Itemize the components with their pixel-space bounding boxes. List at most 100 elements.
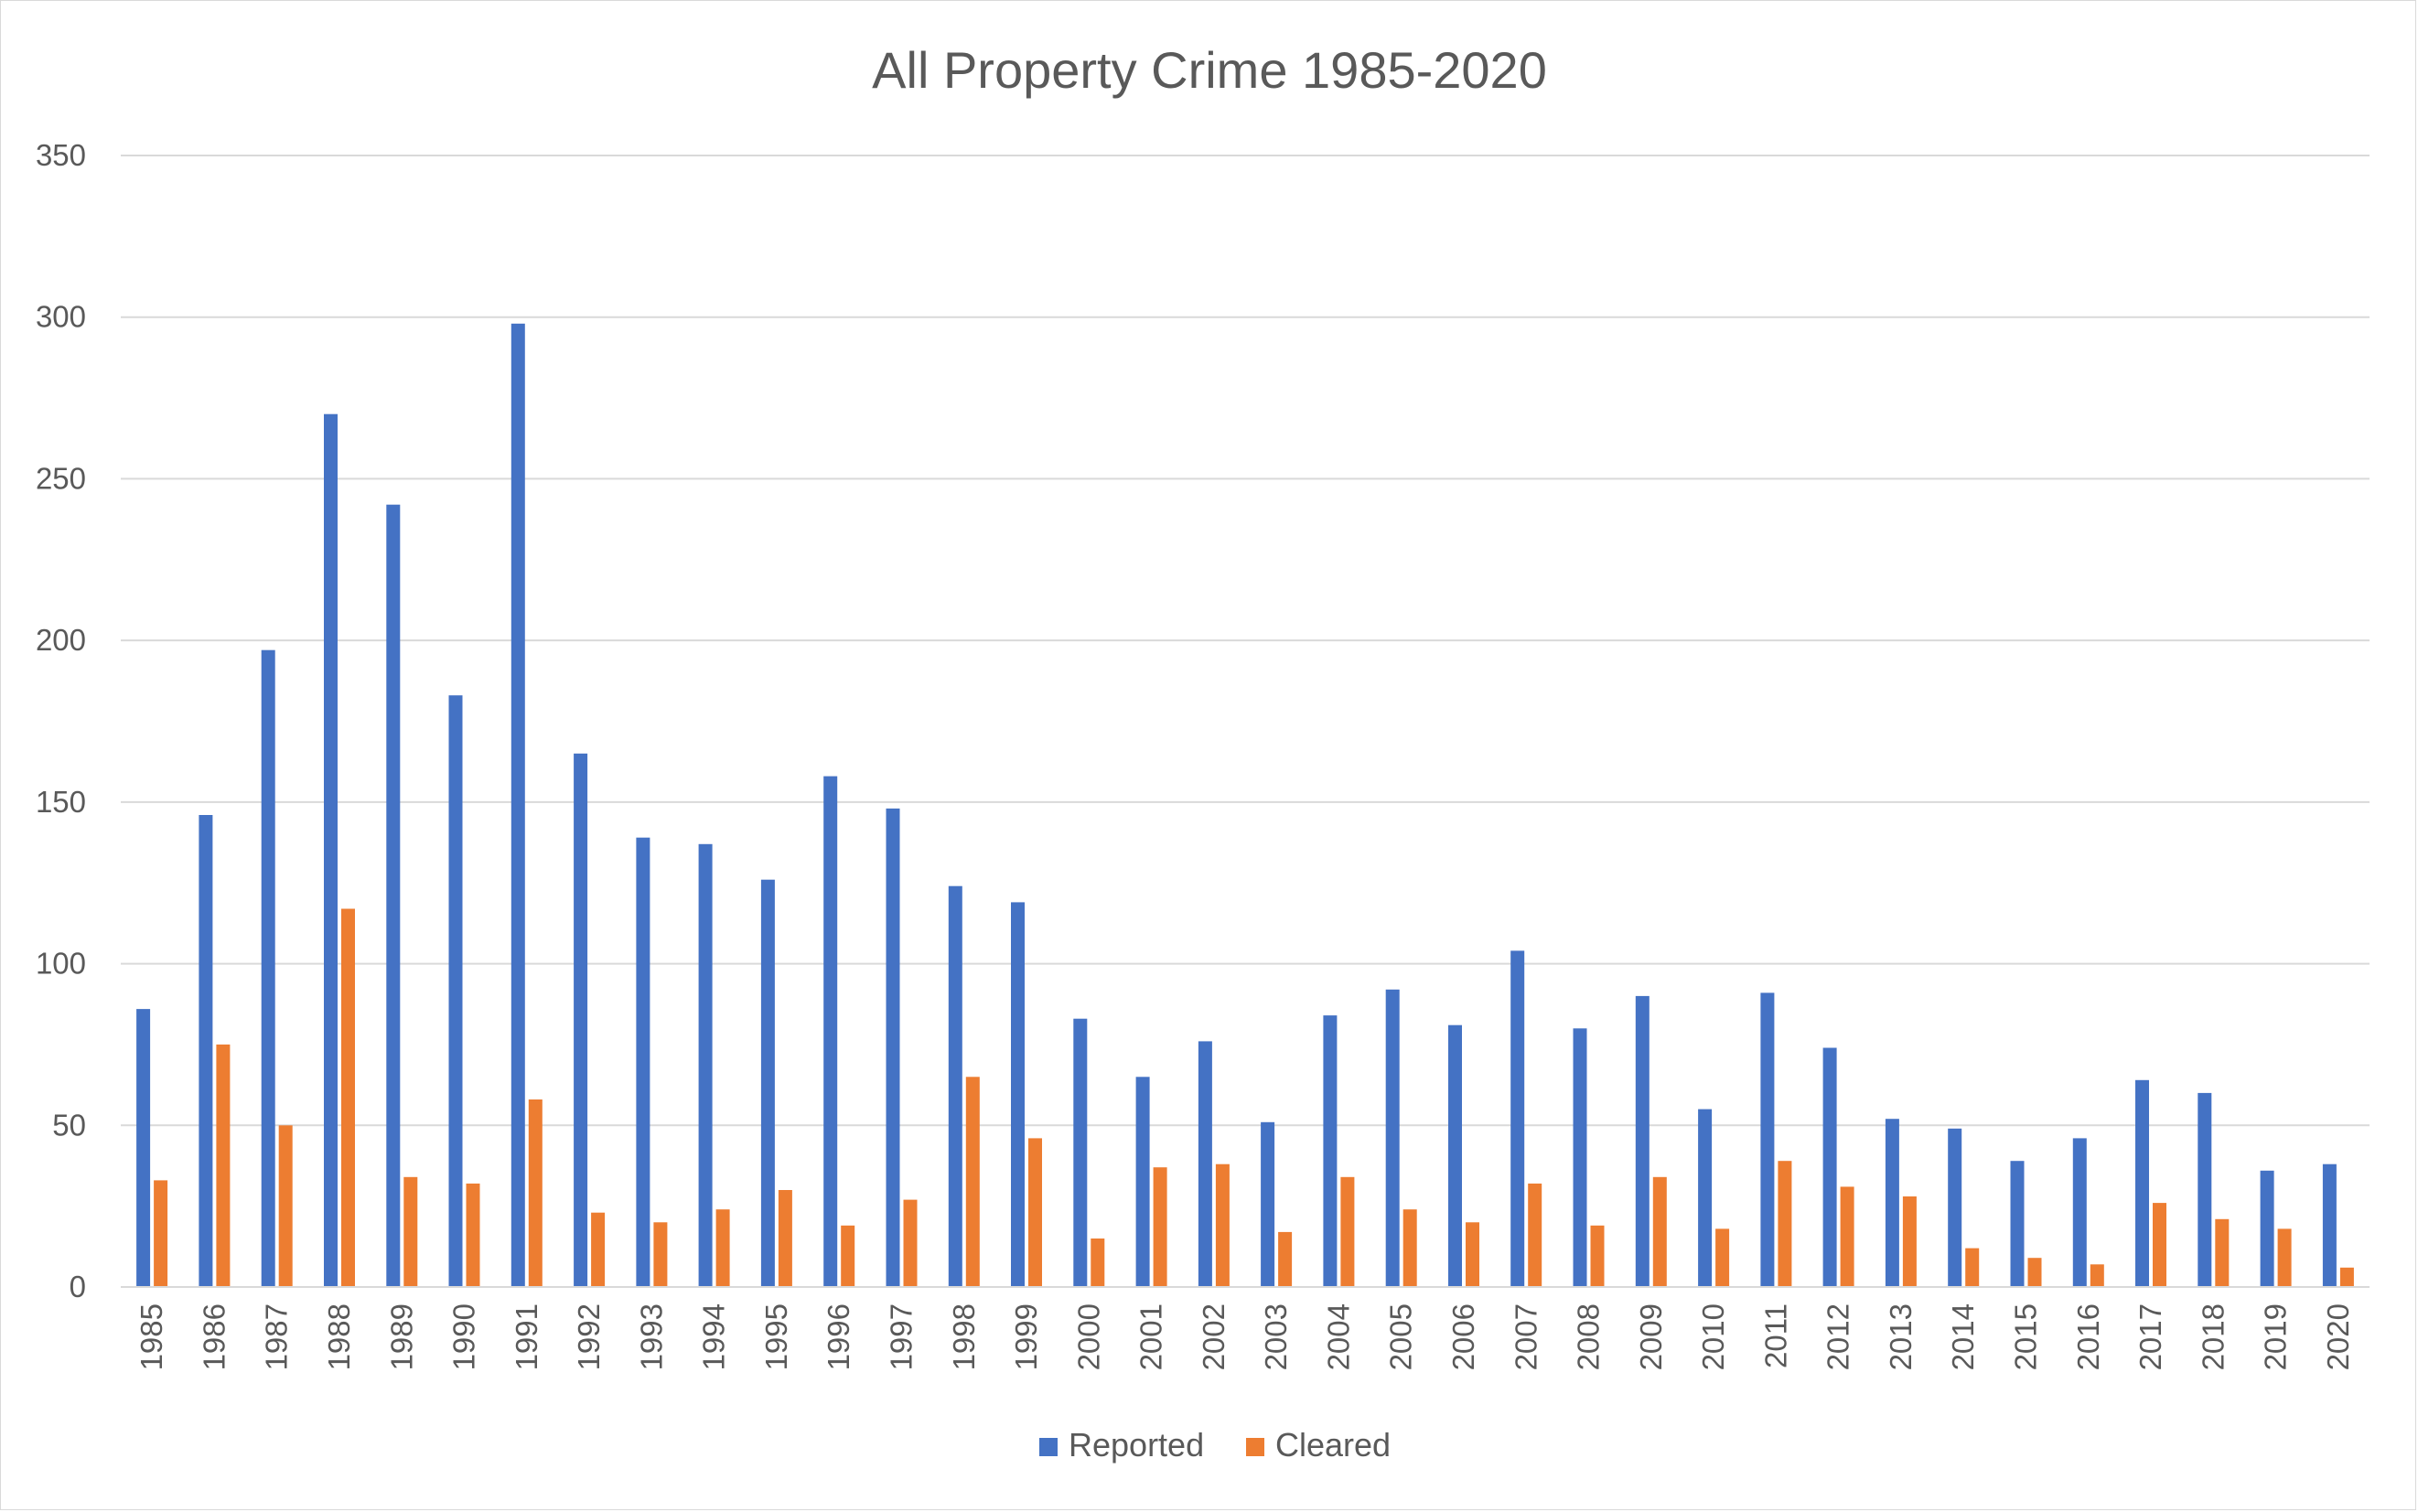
- x-tick-label-2002: 2002: [1197, 1303, 1230, 1370]
- x-tick-label-1986: 1986: [197, 1303, 231, 1370]
- bar-reported-2013: [1885, 1119, 1899, 1287]
- legend: Reported Cleared: [1039, 1426, 1391, 1464]
- x-tick-label-2010: 2010: [1696, 1303, 1730, 1370]
- x-tick-label-2009: 2009: [1634, 1303, 1668, 1370]
- x-tick-label-2003: 2003: [1259, 1303, 1293, 1370]
- bar-reported-2010: [1698, 1109, 1713, 1287]
- x-tick-label-1991: 1991: [510, 1303, 543, 1370]
- x-tick-label-1990: 1990: [447, 1303, 481, 1370]
- x-tick-label-1987: 1987: [260, 1303, 294, 1370]
- x-tick-label-2012: 2012: [1822, 1303, 1855, 1370]
- bar-cleared-2010: [1715, 1228, 1730, 1287]
- x-tick-label-1994: 1994: [697, 1303, 731, 1370]
- bar-cleared-2012: [1840, 1186, 1854, 1287]
- x-tick-label-1999: 1999: [1009, 1303, 1043, 1370]
- bar-cleared-2015: [2027, 1258, 2042, 1287]
- bar-reported-2005: [1385, 989, 1400, 1287]
- bar-reported-1994: [698, 843, 713, 1287]
- bar-reported-2014: [1948, 1128, 1962, 1287]
- x-tick-label-1998: 1998: [947, 1303, 981, 1370]
- x-tick-label-2020: 2020: [2321, 1303, 2355, 1370]
- bar-cleared-2020: [2339, 1267, 2354, 1287]
- bar-reported-2009: [1635, 995, 1650, 1287]
- legend-swatch-cleared: [1246, 1438, 1264, 1456]
- bar-cleared-2006: [1466, 1222, 1479, 1287]
- bar-cleared-2011: [1778, 1161, 1792, 1287]
- bar-cleared-2001: [1153, 1167, 1167, 1287]
- bar-reported-2004: [1323, 1015, 1338, 1287]
- gridlines: [121, 155, 2370, 1127]
- bar-reported-2011: [1760, 992, 1775, 1287]
- x-tick-label-2014: 2014: [1946, 1303, 1980, 1370]
- bar-reported-1998: [948, 885, 962, 1287]
- chart-title: All Property Crime 1985-2020: [872, 41, 1547, 99]
- bar-reported-1999: [1011, 902, 1025, 1287]
- bar-reported-2018: [2198, 1092, 2212, 1287]
- bars: [136, 323, 2354, 1287]
- x-tick-label-1993: 1993: [634, 1303, 668, 1370]
- bar-reported-2012: [1822, 1047, 1837, 1287]
- bar-reported-2006: [1448, 1024, 1462, 1287]
- bar-cleared-2013: [1902, 1196, 1917, 1287]
- x-tick-label-1985: 1985: [134, 1303, 168, 1370]
- x-tick-label-1989: 1989: [384, 1303, 418, 1370]
- x-tick-label-2006: 2006: [1446, 1303, 1480, 1370]
- x-tick-label-2008: 2008: [1572, 1303, 1606, 1370]
- x-axis-tick-labels: 1985 1986 1987 1988 1989 1990 1991 1992 1993 1994…: [134, 1303, 2355, 1370]
- bar-cleared-1992: [591, 1212, 606, 1287]
- y-tick-label: 300: [36, 300, 86, 334]
- bar-reported-2016: [2072, 1138, 2087, 1287]
- bar-reported-1987: [261, 649, 275, 1287]
- bar-reported-1997: [886, 808, 900, 1287]
- bar-cleared-1995: [778, 1190, 792, 1287]
- bar-cleared-1994: [715, 1209, 730, 1287]
- y-tick-label: 100: [36, 947, 86, 981]
- bar-cleared-2000: [1091, 1239, 1105, 1287]
- bar-cleared-2003: [1278, 1231, 1293, 1287]
- y-tick-label: 150: [36, 785, 86, 819]
- bar-cleared-2009: [1652, 1176, 1667, 1287]
- bar-reported-1996: [823, 776, 838, 1287]
- bar-cleared-1988: [341, 908, 355, 1287]
- x-tick-label-2013: 2013: [1884, 1303, 1918, 1370]
- x-tick-label-2007: 2007: [1509, 1303, 1542, 1370]
- y-tick-label: 250: [36, 461, 86, 495]
- y-tick-label: 200: [36, 623, 86, 657]
- bar-cleared-1989: [403, 1176, 418, 1287]
- bar-reported-2017: [2135, 1079, 2149, 1287]
- bar-cleared-1986: [216, 1044, 231, 1287]
- x-tick-label-2015: 2015: [2008, 1303, 2042, 1370]
- y-tick-label: 50: [52, 1108, 86, 1142]
- bar-reported-2002: [1198, 1041, 1212, 1287]
- x-tick-label-1996: 1996: [822, 1303, 855, 1370]
- bar-reported-1985: [136, 1009, 151, 1287]
- bar-cleared-2004: [1340, 1176, 1355, 1287]
- bar-reported-1995: [760, 879, 775, 1287]
- bar-reported-2007: [1510, 950, 1525, 1287]
- x-tick-label-2016: 2016: [2071, 1303, 2105, 1370]
- bar-cleared-2014: [1965, 1248, 1980, 1287]
- bar-reported-2015: [2010, 1161, 2025, 1287]
- bar-reported-2003: [1261, 1121, 1275, 1287]
- bar-reported-2000: [1073, 1018, 1088, 1287]
- bar-cleared-2017: [2153, 1203, 2166, 1287]
- bar-reported-1988: [324, 413, 338, 1287]
- bar-reported-1986: [199, 815, 213, 1287]
- legend-swatch-reported: [1039, 1438, 1058, 1456]
- x-tick-label-2001: 2001: [1134, 1303, 1168, 1370]
- bar-reported-2001: [1135, 1077, 1150, 1287]
- x-tick-label-1992: 1992: [572, 1303, 606, 1370]
- x-tick-label-2011: 2011: [1758, 1303, 1792, 1368]
- bar-cleared-1991: [528, 1099, 543, 1287]
- bar-reported-2008: [1573, 1028, 1587, 1287]
- bar-reported-2020: [2322, 1163, 2337, 1287]
- x-tick-label-1988: 1988: [322, 1303, 356, 1370]
- bar-cleared-1987: [278, 1125, 293, 1287]
- bar-cleared-1998: [965, 1077, 980, 1287]
- legend-label-reported: Reported: [1069, 1426, 1204, 1464]
- bar-cleared-1999: [1028, 1138, 1042, 1287]
- bar-cleared-1997: [903, 1199, 918, 1287]
- bar-cleared-2019: [2277, 1228, 2292, 1287]
